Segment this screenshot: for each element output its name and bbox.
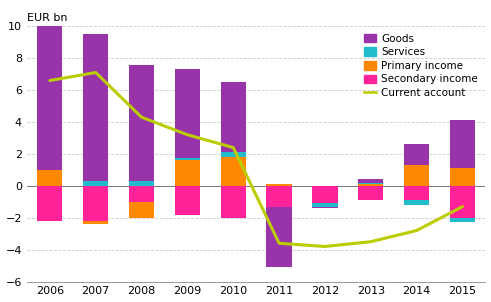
Bar (312, 207, 338, 208)
Bar (175, 69, 200, 158)
Bar (83, 186, 109, 221)
Bar (83, 181, 109, 186)
Bar (220, 82, 246, 152)
Bar (404, 165, 429, 186)
Bar (220, 157, 246, 186)
Bar (267, 207, 292, 267)
Bar (220, 152, 246, 157)
Bar (129, 202, 154, 218)
Text: EUR bn: EUR bn (27, 14, 67, 24)
Bar (450, 168, 475, 186)
Bar (404, 186, 429, 200)
Bar (129, 186, 154, 202)
Bar (358, 179, 383, 183)
Bar (175, 160, 200, 186)
Bar (450, 186, 475, 218)
Bar (129, 181, 154, 186)
Legend: Goods, Services, Primary income, Secondary income, Current account: Goods, Services, Primary income, Seconda… (361, 31, 480, 100)
Bar (83, 221, 109, 224)
Bar (175, 158, 200, 160)
Bar (37, 186, 62, 221)
Bar (404, 144, 429, 165)
Bar (450, 120, 475, 168)
Bar (312, 186, 338, 203)
Bar (129, 65, 154, 181)
Bar (358, 186, 383, 200)
Bar (267, 184, 292, 186)
Bar (175, 186, 200, 214)
Bar (267, 186, 292, 207)
Bar (83, 34, 109, 181)
Bar (358, 183, 383, 184)
Bar (37, 170, 62, 186)
Bar (404, 200, 429, 205)
Bar (450, 218, 475, 222)
Bar (312, 203, 338, 207)
Bar (358, 184, 383, 186)
Bar (37, 26, 62, 170)
Bar (220, 186, 246, 218)
